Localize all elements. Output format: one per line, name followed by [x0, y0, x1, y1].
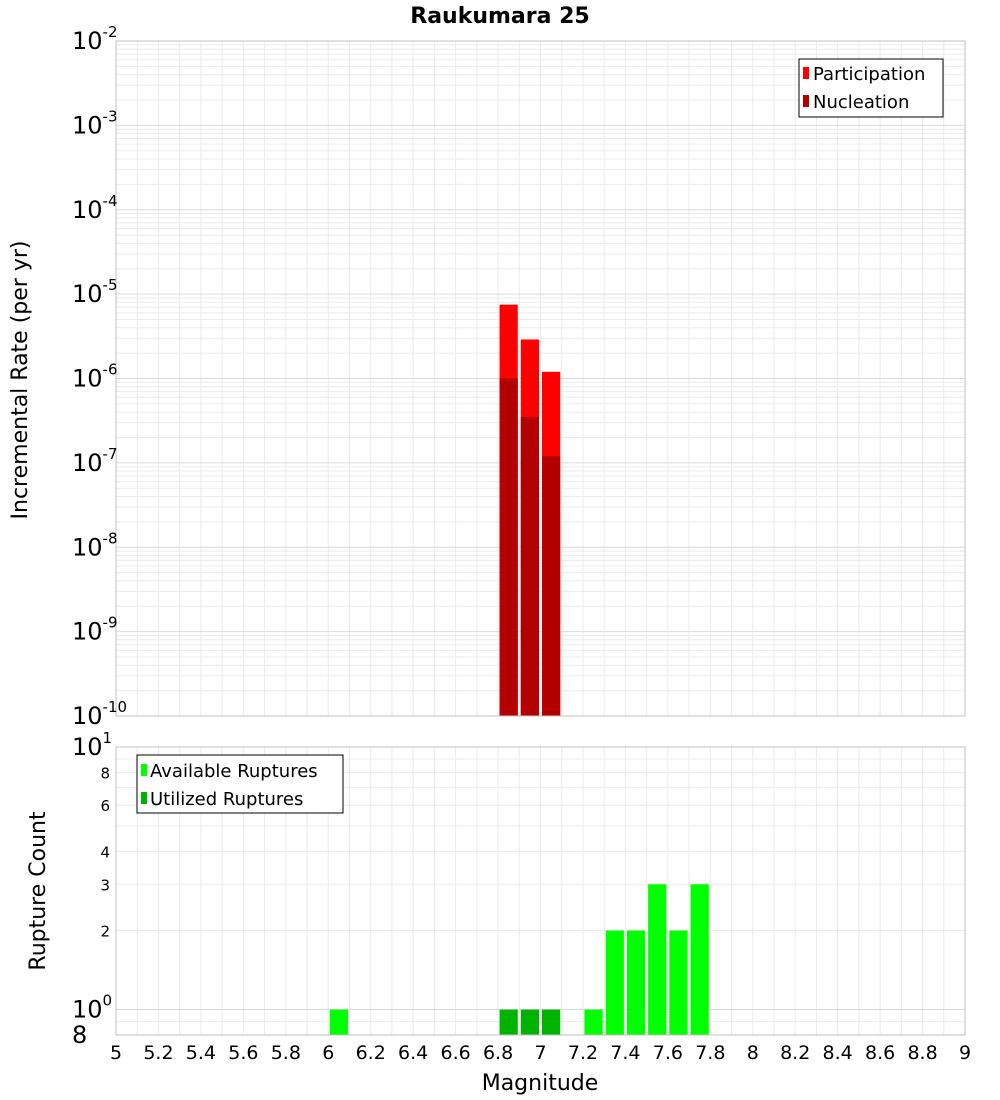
bar-utilized-ruptures [542, 1009, 561, 1035]
bar-nucleation [542, 456, 561, 716]
legend-swatch-participation [803, 67, 809, 79]
bar-utilized-ruptures [520, 1009, 539, 1035]
bar-available-ruptures [584, 1009, 603, 1035]
rate-grid [116, 41, 965, 716]
x-tick-label: 7.6 [653, 1042, 683, 1064]
x-tick-label: 8 [747, 1042, 759, 1064]
x-tick-label: 7 [534, 1042, 546, 1064]
y-tick-label: 100 [72, 992, 112, 1024]
count-x-ticks: 5 5.2 5.4 5.6 5.8 6 6.2 6.4 6.6 6.8 7 7.2 7.4 7.6 7.8 8… [110, 1042, 971, 1064]
bar-available-ruptures [626, 930, 646, 1035]
x-tick-label: 8.4 [823, 1042, 853, 1064]
legend-label-nucleation: Nucleation [813, 92, 909, 113]
y-tick-label: 10-5 [72, 276, 118, 308]
y-tick-label: 2 [100, 923, 110, 941]
x-tick-label: 6.8 [483, 1042, 513, 1064]
y-tick-label: 10-9 [72, 614, 118, 646]
y-tick-label: 10-3 [72, 107, 118, 139]
x-tick-label: 7.4 [610, 1042, 640, 1064]
count-plot-frame [115, 746, 966, 1036]
x-tick-label: 6.2 [356, 1042, 386, 1064]
x-tick-label: 9 [959, 1042, 971, 1064]
count-legend: Available Ruptures Utilized Ruptures [136, 754, 344, 814]
legend-label-participation: Participation [813, 64, 925, 85]
y-tick-label: 3 [100, 876, 110, 894]
y-tick-label: 8 [72, 1021, 87, 1049]
y-tick-label: 10-4 [72, 192, 118, 224]
y-tick-label: 6 [100, 797, 110, 815]
x-tick-label: 8.2 [780, 1042, 810, 1064]
y-tick-label: 10-8 [72, 529, 118, 561]
x-tick-label: 5.4 [186, 1042, 216, 1064]
bar-available-ruptures [605, 930, 624, 1035]
y-tick-label: 4 [100, 843, 110, 861]
rate-y-axis-title: Incremental Rate (per yr) [8, 241, 33, 520]
x-tick-label: 7.2 [568, 1042, 598, 1064]
chart-title: Raukumara 25 [410, 4, 589, 29]
y-tick-label: 10-2 [72, 23, 118, 55]
x-tick-label: 6 [322, 1042, 334, 1064]
x-tick-label: 8.8 [907, 1042, 937, 1064]
x-axis-title: Magnitude [482, 1071, 599, 1096]
rate-bars [499, 304, 561, 716]
rate-y-ticks: 10-10 10-9 10-8 10-7 10-6 10-5 10-4 10-3 10-2 [72, 23, 127, 730]
x-tick-label: 6.6 [440, 1042, 470, 1064]
legend-label-available: Available Ruptures [150, 761, 318, 782]
bar-nucleation [499, 378, 518, 716]
x-tick-label: 5 [110, 1042, 122, 1064]
rate-plot-frame [115, 40, 966, 717]
y-tick-label: 10-10 [72, 698, 127, 730]
legend-swatch-utilized [141, 792, 147, 804]
count-bars [329, 884, 709, 1035]
legend-swatch-available [141, 764, 147, 776]
x-tick-label: 6.4 [398, 1042, 428, 1064]
x-tick-label: 8.6 [865, 1042, 895, 1064]
x-tick-label: 7.8 [695, 1042, 725, 1064]
bar-available-ruptures [690, 884, 709, 1035]
count-y-axis-title: Rupture Count [26, 811, 51, 971]
bar-nucleation [520, 416, 539, 716]
y-tick-label: 8 [100, 764, 110, 782]
x-tick-label: 5.2 [143, 1042, 173, 1064]
rate-legend: Participation Nucleation [798, 58, 944, 118]
legend-swatch-nucleation [803, 95, 809, 107]
y-tick-label: 101 [72, 729, 112, 761]
bar-utilized-ruptures [499, 1009, 518, 1035]
legend-label-utilized: Utilized Ruptures [150, 789, 303, 810]
x-tick-label: 5.8 [271, 1042, 301, 1064]
count-legend-box [136, 754, 344, 814]
rate-panel: 10-10 10-9 10-8 10-7 10-6 10-5 10-4 10-3 10-2 In… [8, 23, 966, 730]
bar-available-ruptures [669, 930, 688, 1035]
x-tick-label: 5.6 [228, 1042, 258, 1064]
y-tick-label: 10-7 [72, 445, 118, 477]
bar-available-ruptures [648, 884, 667, 1035]
rate-legend-box [798, 58, 944, 118]
y-tick-label: 10-6 [72, 361, 118, 393]
bar-available-ruptures [329, 1009, 348, 1035]
